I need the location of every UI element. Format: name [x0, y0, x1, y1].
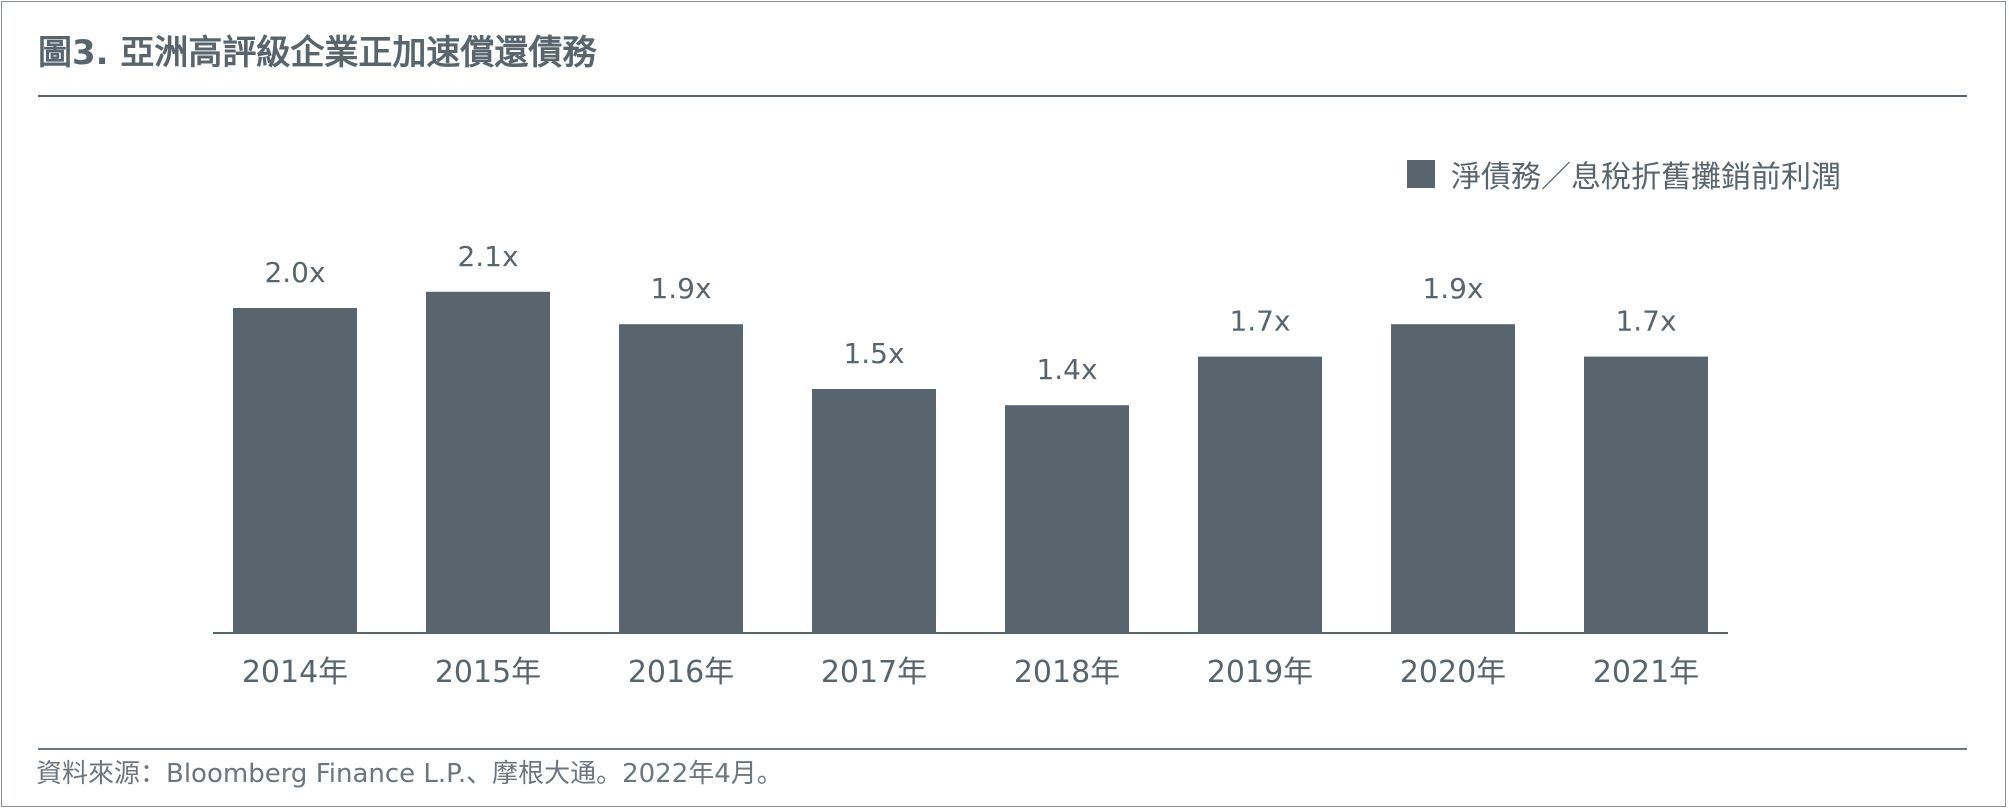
x-tick-label: 2015年 — [435, 655, 541, 690]
data-label: 1.9x — [650, 272, 711, 305]
legend-label: 淨債務／息稅折舊攤銷前利潤 — [1451, 160, 1841, 195]
x-tick-label: 2017年 — [821, 655, 927, 690]
data-label: 1.5x — [843, 337, 904, 370]
source-note: 資料來源：Bloomberg Finance L.P.、摩根大通。2022年4月… — [36, 759, 783, 789]
bar — [812, 389, 936, 632]
bar — [1198, 356, 1322, 632]
data-label: 1.7x — [1615, 305, 1676, 338]
x-tick-label: 2018年 — [1014, 655, 1120, 690]
chart-legend: 淨債務／息稅折舊攤銷前利潤 — [1407, 152, 1841, 196]
data-label: 1.9x — [1422, 272, 1483, 305]
data-label: 2.0x — [264, 256, 325, 289]
bar — [426, 291, 550, 632]
bar — [619, 324, 743, 632]
bar — [233, 308, 357, 632]
figure-title: 圖3. 亞洲高評級企業正加速償還債務 — [38, 33, 597, 73]
data-label: 1.7x — [1229, 305, 1290, 338]
bar — [1584, 356, 1708, 632]
x-tick-label: 2016年 — [628, 655, 734, 690]
source-divider — [38, 748, 1967, 750]
x-tick-label: 2019年 — [1207, 655, 1313, 690]
bar-chart: 2.0x 2014年 2.1x 2015年 1.9x 2016年 1.5x 2017年 1.4x… — [213, 240, 1728, 690]
bar — [1005, 405, 1129, 632]
x-tick-label: 2021年 — [1593, 655, 1699, 690]
data-label: 2.1x — [457, 240, 518, 273]
legend-swatch — [1407, 160, 1435, 188]
title-divider — [38, 95, 1967, 97]
x-tick-label: 2020年 — [1400, 655, 1506, 690]
bar — [1391, 324, 1515, 632]
x-tick-label: 2014年 — [242, 655, 348, 690]
data-label: 1.4x — [1036, 353, 1097, 386]
